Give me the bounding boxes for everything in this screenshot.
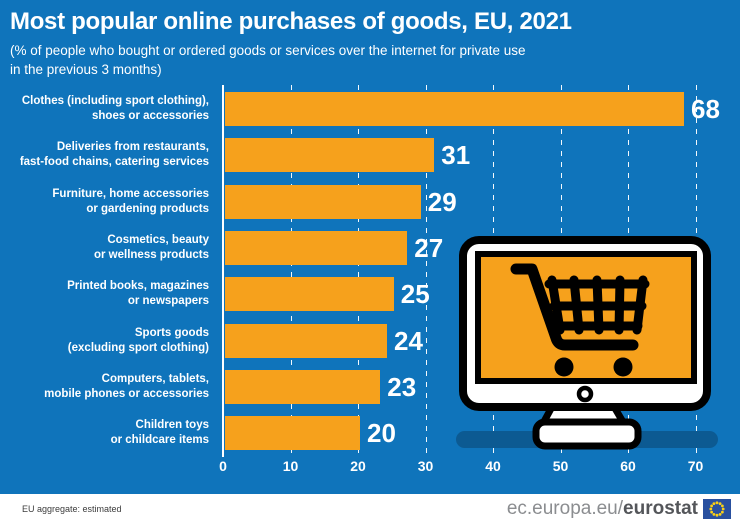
category-label-line: Sports goods [134,326,209,339]
category-label: Clothes (including sport clothing), shoes… [0,92,209,126]
category-label-line: (excluding sport clothing) [67,341,209,354]
bar [225,416,360,451]
category-label-line: mobile phones or accessories [44,387,209,400]
category-label-line: or childcare items [110,434,209,447]
bar [225,230,408,265]
category-label-line: Computers, tablets, [101,372,209,385]
category-label-line: Printed books, magazines [67,280,209,293]
category-label: Cosmetics, beauty or wellness products [0,231,209,265]
value-label: 68 [691,94,720,124]
monitor-camera-dot [576,385,594,403]
category-label-line: Clothes (including sport clothing), [21,95,209,107]
category-label-line: Furniture, home accessories [52,187,209,200]
x-tick-label: 60 [620,458,636,474]
x-tick-label: 30 [417,458,434,474]
category-label: Sports goods (excluding sport clothing) [0,324,209,358]
x-tick-label: 0 [219,458,227,474]
value-label: 23 [387,371,417,402]
eurostat-url[interactable]: ec.europa.eu/eurostat [507,499,698,518]
value-label: 25 [400,279,430,310]
subtitle-line-1: (% of people who bought or ordered goods… [10,43,526,58]
x-tick-label: 50 [552,458,569,474]
category-label-line: Children toys [135,419,209,432]
category-label: Children toys or childcare items [0,416,209,450]
gridline-20 [358,85,359,457]
y-axis-line [222,85,224,457]
chart-subtitle: (% of people who bought or ordered goods… [10,41,526,79]
monitor-screen [475,251,697,384]
category-label-line: shoes or accessories [92,110,209,122]
eu-flag-icon [703,498,731,519]
category-label: Furniture, home accessories or gardening … [0,185,209,219]
value-label: 27 [414,232,444,263]
value-label: 31 [441,140,471,171]
x-tick-label: 10 [282,458,299,474]
bar [225,138,435,173]
gridline-10 [290,85,292,457]
bar [225,184,421,219]
footer: EU aggregate: estimated ec.europa.eu/eur… [0,494,740,523]
bar [225,92,684,126]
monitor-stand-base [532,418,642,450]
monitor-illustration [456,236,718,450]
category-label-line: or gardening products [86,202,209,215]
category-label: Deliveries from restaurants, fast-food ch… [0,138,209,172]
category-label-line: Cosmetics, beauty [107,233,209,246]
category-label-line: or newspapers [127,295,209,308]
shopping-cart-icon [510,263,650,377]
category-label-line: fast-food chains, catering services [19,156,209,169]
eurostat-logo-text: eurostat [623,498,698,519]
gridline-30 [425,85,427,457]
footnote: EU aggregate: estimated [22,503,122,514]
bar [225,369,381,404]
category-label-line: Deliveries from restaurants, [56,141,209,154]
bar [225,323,387,358]
url-prefix: ec.europa.eu/ [506,498,624,519]
category-label-line: or wellness products [93,248,209,261]
value-label: 20 [367,418,396,449]
x-tick-label: 40 [485,458,501,474]
eurostat-link[interactable]: ec.europa.eu/eurostat [507,498,731,519]
category-label: Computers, tablets, mobile phones or acce… [0,370,209,404]
category-label: Printed books, magazines or newspapers [0,277,209,311]
x-tick-label: 20 [350,458,366,474]
x-tick-label: 70 [687,458,704,474]
subtitle-line-2: in the previous 3 months) [10,62,162,77]
bar [225,277,394,312]
value-label: 29 [427,186,457,217]
value-label: 24 [394,325,423,356]
chart-title: Most popular online purchases of goods, … [10,8,572,35]
